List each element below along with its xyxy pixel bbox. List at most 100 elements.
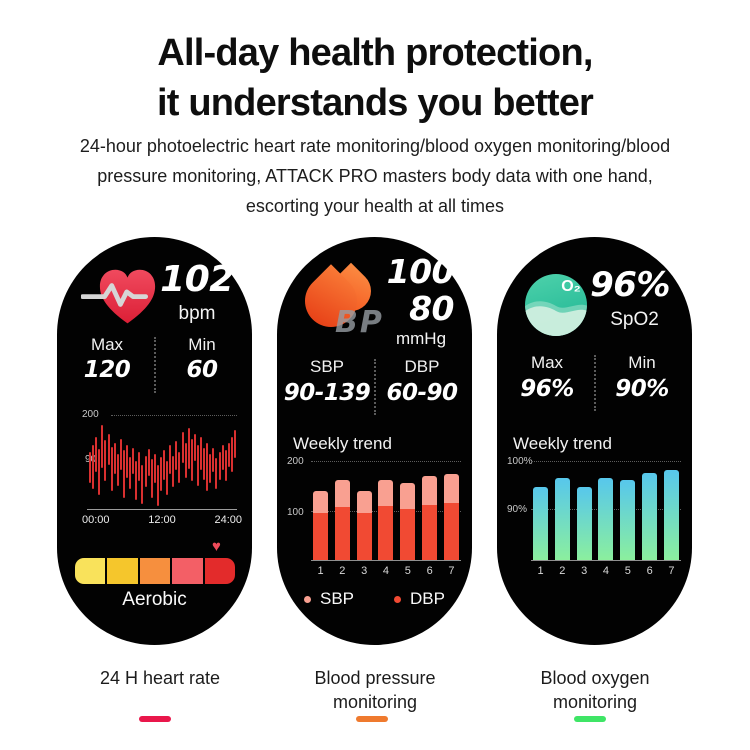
hr-bar — [141, 464, 144, 505]
day-tick: 2 — [339, 565, 346, 577]
zone-segment — [204, 558, 235, 584]
legend-label-sbp: SBP — [320, 589, 355, 608]
hr-bar — [163, 450, 165, 480]
hr-bar — [135, 461, 138, 500]
hr-bar — [126, 444, 128, 478]
day-tick: 3 — [361, 565, 368, 577]
spo2-bar — [663, 461, 679, 560]
spo2-circle-icon: O₂ — [524, 273, 588, 337]
hr-bar — [181, 431, 184, 463]
day-tick: 1 — [317, 565, 324, 577]
day-tick: 5 — [404, 565, 411, 577]
bp-days: 1 2 3 4 5 6 7 — [311, 565, 461, 577]
caption-line: Blood oxygen — [540, 668, 650, 688]
hr-bar — [169, 444, 172, 475]
hr-bar — [187, 428, 190, 469]
spo2-min-label: Min — [628, 353, 656, 372]
legend-dot — [304, 595, 311, 603]
watch-spo2-screen: O₂ 96% SpO2 Max Min 96% 90% Weekly trend… — [497, 237, 692, 645]
bp-diastolic-value: 80 — [409, 289, 454, 328]
bp-plot — [311, 461, 461, 561]
spo2-days: 1 2 3 4 5 6 7 — [531, 565, 681, 577]
caption-heart-rate: 24 H heart rate — [60, 666, 260, 690]
caption-dash — [574, 716, 606, 722]
dbp-range: 60-90 — [386, 380, 458, 406]
caption-blood-oxygen: Blood oxygen monitoring — [495, 666, 695, 714]
hr-bar — [122, 450, 125, 498]
hr-bar — [89, 451, 91, 484]
hr-bar — [166, 461, 169, 496]
spo2-max-label: Max — [530, 353, 564, 372]
hr-bar — [184, 442, 187, 478]
caption-line: monitoring — [332, 692, 418, 712]
hr-bar — [92, 444, 95, 489]
hr-bar — [230, 437, 233, 473]
legend-dot — [394, 595, 402, 603]
spo2-bar — [642, 461, 658, 560]
bp-bar — [422, 461, 438, 560]
hr-bar — [132, 448, 135, 475]
spo2-bars — [533, 461, 679, 560]
caption-dash — [139, 716, 171, 722]
spo2-ytick-90: 90% — [507, 504, 528, 515]
hr-bar — [153, 453, 156, 484]
day-tick: 2 — [559, 565, 566, 577]
bp-bar — [334, 461, 350, 560]
hr-bar — [119, 439, 122, 471]
divider — [154, 337, 156, 393]
hr-bar — [190, 439, 193, 482]
bp-bar — [400, 461, 416, 560]
hr-bar — [221, 444, 224, 471]
day-tick: 3 — [581, 565, 588, 577]
dbp-label: DBP — [404, 357, 440, 376]
hr-bar — [209, 453, 212, 484]
spo2-min-value: 90% — [615, 376, 669, 402]
bp-trend-title: Weekly trend — [293, 434, 392, 453]
hr-min-value: 60 — [186, 357, 218, 383]
hr-max-label: Max — [90, 335, 124, 354]
title-line-2: it understands you better — [156, 82, 594, 124]
day-tick: 6 — [646, 565, 653, 577]
hr-bar — [200, 437, 202, 471]
o2-icon-text: O₂ — [561, 278, 581, 295]
hr-bar — [129, 457, 132, 489]
subtitle-line-1: 24-hour photoelectric heart rate monitor… — [79, 136, 671, 156]
caption-blood-pressure: Blood pressure monitoring — [275, 666, 475, 714]
hr-bar — [218, 451, 221, 480]
bp-bar — [313, 461, 328, 560]
hr-min-label: Min — [188, 335, 216, 354]
hr-bar — [98, 449, 101, 496]
day-tick: 4 — [602, 565, 610, 577]
hr-bar — [215, 458, 218, 489]
hr-bar — [156, 464, 159, 507]
hr-bar — [196, 444, 199, 486]
bp-chart: 200 100 1 2 3 4 5 6 7 — [287, 456, 463, 577]
spo2-bar — [554, 461, 570, 560]
bp-systolic-value: 100 — [386, 252, 455, 291]
caption-line: monitoring — [552, 692, 638, 712]
day-tick: 5 — [624, 565, 631, 577]
gridline-200 — [111, 415, 237, 416]
day-tick: 1 — [537, 565, 544, 577]
hr-bar — [107, 433, 110, 465]
day-tick: 7 — [668, 565, 675, 577]
legend-item-dbp: DBP — [394, 589, 445, 609]
spo2-bar — [620, 461, 636, 560]
spo2-plot — [531, 461, 681, 561]
heart-rate-value: 102 — [160, 259, 234, 300]
hr-xticks: 00:00 12:00 24:00 — [82, 514, 242, 526]
day-tick: 4 — [382, 565, 390, 577]
spo2-chart: 100% 90% 1 2 3 4 5 6 7 — [507, 456, 683, 577]
caption-line: 24 H heart rate — [99, 668, 221, 688]
hr-bar — [144, 455, 147, 487]
hr-bar — [224, 450, 227, 482]
subtitle-line-3: escorting your health at all times — [245, 196, 505, 216]
watch-blood-pressure-screen: BP 100 80 mmHg SBP DBP 90-139 60-90 Week… — [277, 237, 472, 645]
spo2-bar — [533, 461, 548, 560]
bp-bar — [356, 461, 372, 560]
hr-bar — [233, 429, 236, 459]
zone-segment — [139, 558, 171, 584]
hr-xtick-1200: 12:00 — [148, 514, 176, 526]
spo2-max-value: 96% — [520, 376, 574, 402]
day-tick: 7 — [448, 565, 455, 577]
